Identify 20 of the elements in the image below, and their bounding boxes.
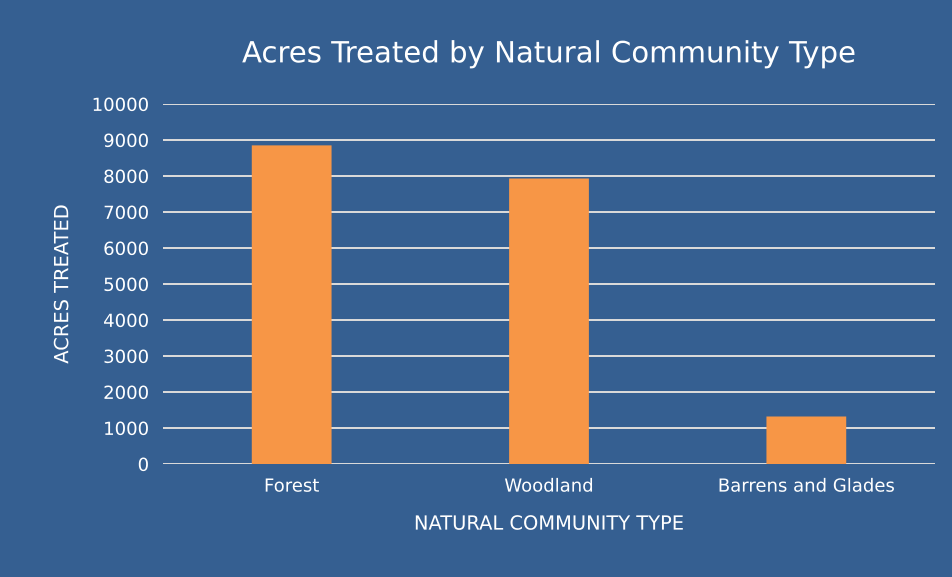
x-axis-title: NATURAL COMMUNITY TYPE — [416, 515, 683, 530]
bar — [252, 145, 332, 464]
x-tick-label: Forest — [266, 478, 319, 492]
x-tick-label: Barrens and Glades — [720, 478, 894, 492]
chart-title: Acres Treated by Natural Community Type — [242, 40, 854, 68]
y-tick-label: 0 — [138, 457, 148, 472]
y-tick-label: 9000 — [104, 133, 148, 148]
y-tick-label: 3000 — [104, 349, 148, 364]
y-tick-label: 10000 — [94, 97, 148, 112]
bar — [509, 178, 589, 464]
y-tick-label: 5000 — [104, 277, 148, 292]
y-tick-label: 8000 — [104, 169, 148, 184]
y-tick-label: 1000 — [105, 421, 148, 436]
y-tick-label: 6000 — [104, 241, 148, 256]
bar — [766, 416, 846, 464]
y-tick-label: 7000 — [104, 205, 148, 220]
y-tick-label: 4000 — [104, 313, 148, 328]
y-axis-title: ACRES TREATED — [54, 205, 68, 364]
x-tick-label: Woodland — [504, 478, 592, 492]
y-tick-label: 2000 — [104, 385, 148, 400]
